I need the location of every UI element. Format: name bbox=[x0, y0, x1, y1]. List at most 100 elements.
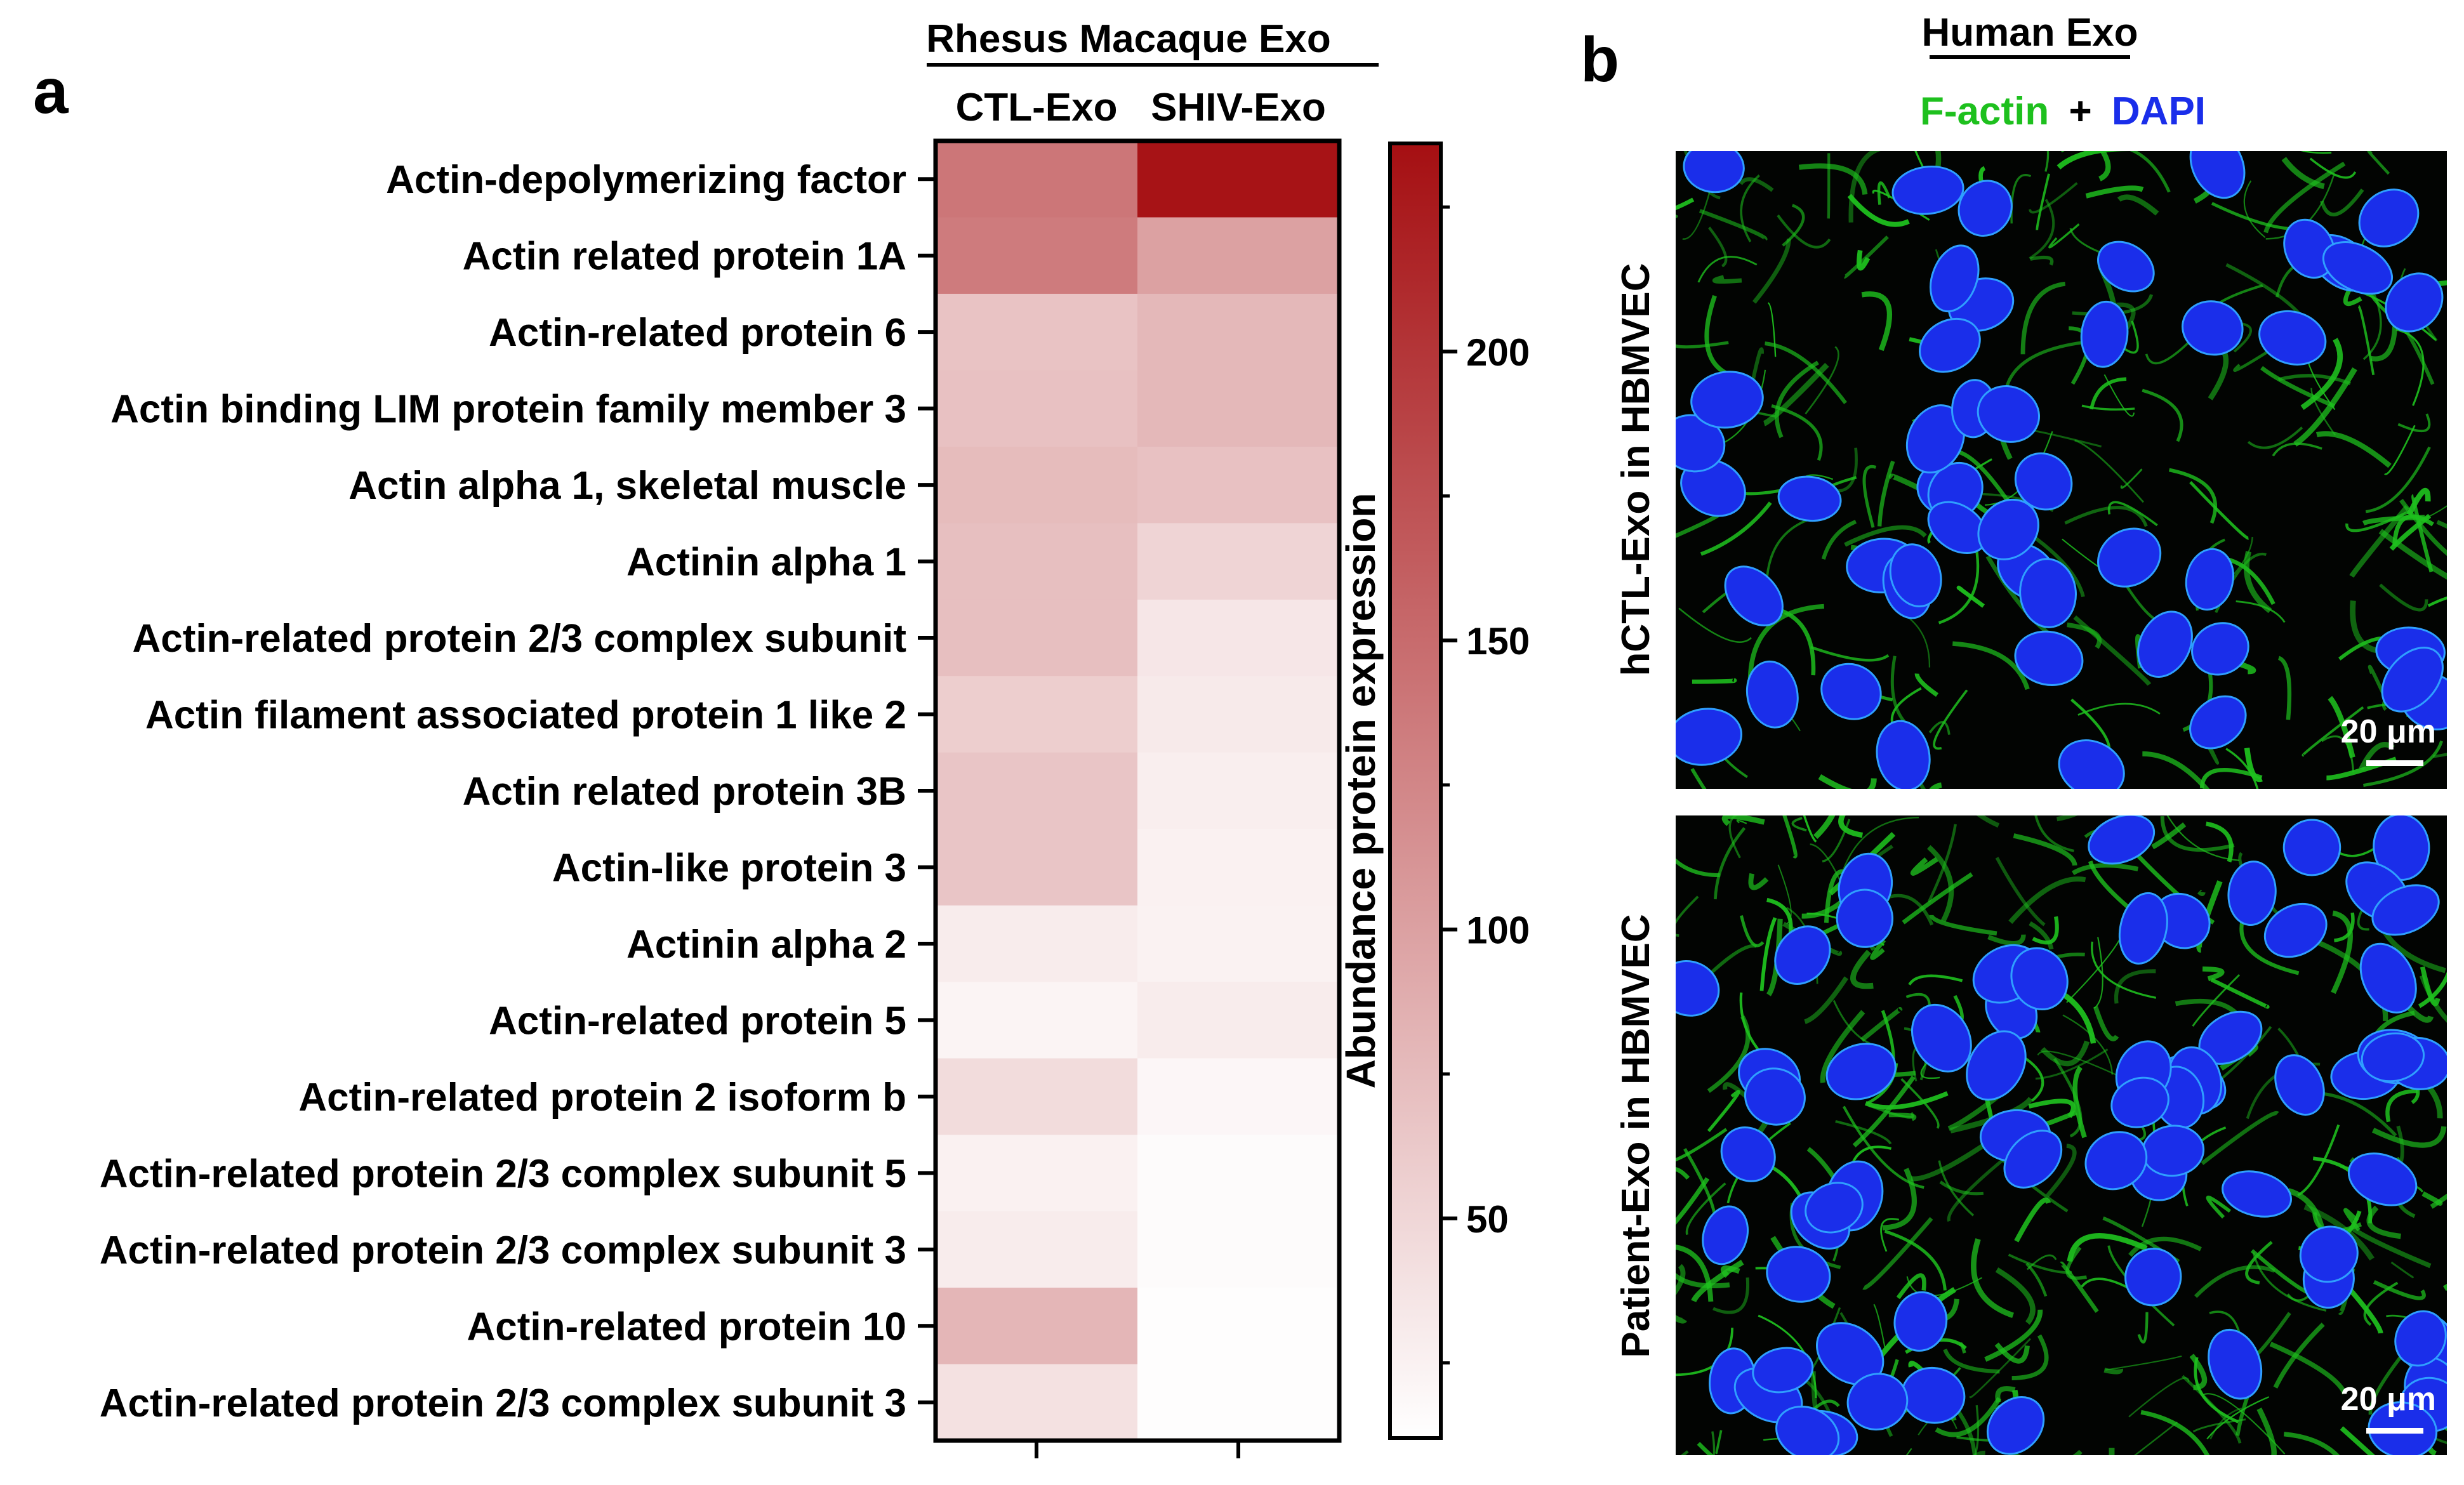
row-label: Actinin alpha 1 bbox=[626, 541, 906, 584]
nucleus bbox=[1919, 317, 1981, 373]
actin-fiber bbox=[2260, 366, 2336, 409]
nucleus bbox=[1766, 1246, 1831, 1303]
column-ticks bbox=[1035, 1441, 1240, 1458]
actin-fiber bbox=[1971, 1238, 2014, 1318]
actin-fiber bbox=[2406, 487, 2431, 517]
actin-fiber bbox=[1976, 815, 2000, 828]
actin-fiber bbox=[2309, 157, 2357, 179]
actin-fiber bbox=[1985, 555, 2053, 638]
nucleus bbox=[2097, 241, 2155, 293]
actin-fiber bbox=[2281, 157, 2325, 190]
row-label: Actin alpha 1, skeletal muscle bbox=[348, 464, 906, 508]
actin-fiber bbox=[1775, 360, 1819, 439]
actin-fiber bbox=[2363, 1281, 2399, 1326]
heatmap-cell bbox=[1137, 523, 1340, 600]
heatmap-cell bbox=[1137, 1135, 1340, 1212]
actin-fiber bbox=[1927, 824, 1957, 903]
actin-fiber bbox=[1707, 1090, 1740, 1132]
actin-fiber bbox=[1882, 1168, 1917, 1231]
actin-fiber bbox=[1690, 768, 1707, 789]
nucleus bbox=[2189, 695, 2247, 749]
heatmap-cell bbox=[1137, 1364, 1340, 1441]
actin-fiber bbox=[1848, 151, 1881, 223]
actin-fiber bbox=[2205, 821, 2234, 862]
actin-fiber bbox=[2026, 1254, 2057, 1270]
heatmap-cell bbox=[936, 982, 1138, 1059]
heatmap-cell bbox=[1137, 982, 1340, 1059]
actin-fiber bbox=[1934, 151, 1942, 173]
actin-fiber bbox=[1708, 227, 1728, 268]
actin-fiber bbox=[1877, 181, 1891, 205]
actin-fiber bbox=[2256, 1407, 2277, 1455]
actin-fiber bbox=[1929, 782, 1942, 789]
actin-fiber bbox=[2103, 1368, 2123, 1375]
actin-fiber bbox=[2103, 374, 2135, 417]
colorbar-ticks: 50 100 150 200 bbox=[1441, 205, 1530, 1365]
heatmap-cell bbox=[1137, 1288, 1340, 1365]
actin-fiber bbox=[1857, 249, 1871, 271]
actin-fiber bbox=[1939, 1180, 1984, 1196]
actin-fiber bbox=[2421, 1191, 2443, 1206]
actin-fiber bbox=[1712, 275, 1742, 284]
actin-fiber bbox=[2011, 1334, 2049, 1380]
actin-fiber bbox=[2072, 863, 2139, 876]
micrograph-patient: Patient-Exo in HBMVEC 20 μm bbox=[1614, 815, 2447, 1455]
actin-fiber bbox=[2263, 161, 2346, 234]
actin-fiber bbox=[2059, 1261, 2099, 1313]
actin-fiber bbox=[2032, 916, 2059, 945]
actin-fiber bbox=[2350, 600, 2381, 654]
actin-fiber bbox=[1987, 934, 2026, 946]
actin-fiber bbox=[1720, 1265, 1740, 1278]
actin-fiber bbox=[1844, 525, 1927, 547]
actin-fiber bbox=[1777, 214, 1831, 249]
nucleus bbox=[1876, 720, 1931, 789]
colorbar-tick-label: 150 bbox=[1466, 620, 1530, 663]
nucleus bbox=[1911, 1003, 1972, 1072]
heatmap-cell bbox=[1137, 905, 1340, 982]
actin-fiber bbox=[2142, 751, 2210, 789]
actin-fiber bbox=[2363, 740, 2444, 787]
actin-fiber bbox=[1728, 815, 1741, 859]
actin-fiber bbox=[2004, 341, 2083, 391]
actin-fiber bbox=[1676, 1264, 1686, 1296]
nucleus bbox=[2299, 1225, 2359, 1283]
actin-fiber bbox=[2197, 889, 2206, 896]
actin-fiber bbox=[2067, 622, 2102, 649]
heatmap-cell bbox=[936, 446, 1138, 524]
row-label: Actin-related protein 10 bbox=[467, 1305, 906, 1349]
actin-fiber bbox=[1910, 857, 1938, 876]
nucleus bbox=[1775, 1405, 1840, 1455]
heatmap-cell bbox=[1137, 676, 1340, 753]
actin-fiber bbox=[2442, 1284, 2447, 1291]
actin-fiber bbox=[2090, 377, 2127, 410]
actin-fiber bbox=[2293, 367, 2357, 447]
row-label: Actin-related protein 6 bbox=[489, 311, 906, 355]
actin-fiber bbox=[2225, 748, 2259, 789]
actin-fiber bbox=[2109, 1448, 2115, 1455]
actin-fiber bbox=[2235, 600, 2286, 623]
actin-fiber bbox=[2243, 180, 2266, 239]
actin-fiber bbox=[1747, 604, 1824, 683]
nucleus bbox=[2124, 1248, 2182, 1307]
actin-fiber bbox=[2048, 223, 2080, 249]
nucleus bbox=[1986, 1396, 2045, 1455]
nucleus bbox=[1957, 180, 2013, 237]
actin-fiber bbox=[2061, 151, 2065, 153]
heatmap-cell bbox=[936, 370, 1138, 447]
actin-fiber bbox=[1929, 914, 1997, 936]
nucleus bbox=[1690, 371, 1764, 429]
actin-fiber bbox=[2072, 1066, 2087, 1138]
row-label: Actin-related protein 2/3 complex subuni… bbox=[100, 1229, 906, 1272]
row-label: Actin-related protein 2 isoform b bbox=[298, 1076, 906, 1119]
actin-fiber bbox=[1803, 815, 1817, 843]
actin-fiber bbox=[2367, 151, 2390, 175]
heatmap-cell bbox=[1137, 752, 1340, 829]
colorbar-label: Abundance protein expression bbox=[1338, 493, 1384, 1089]
actin-fiber bbox=[2390, 1261, 2414, 1279]
actin-fiber bbox=[1902, 872, 1973, 925]
nucleus bbox=[2371, 884, 2440, 936]
actin-fiber bbox=[2014, 1198, 2051, 1243]
actin-fiber bbox=[2169, 468, 2218, 524]
actin-fiber bbox=[1821, 520, 1857, 560]
nucleus bbox=[2137, 610, 2193, 678]
